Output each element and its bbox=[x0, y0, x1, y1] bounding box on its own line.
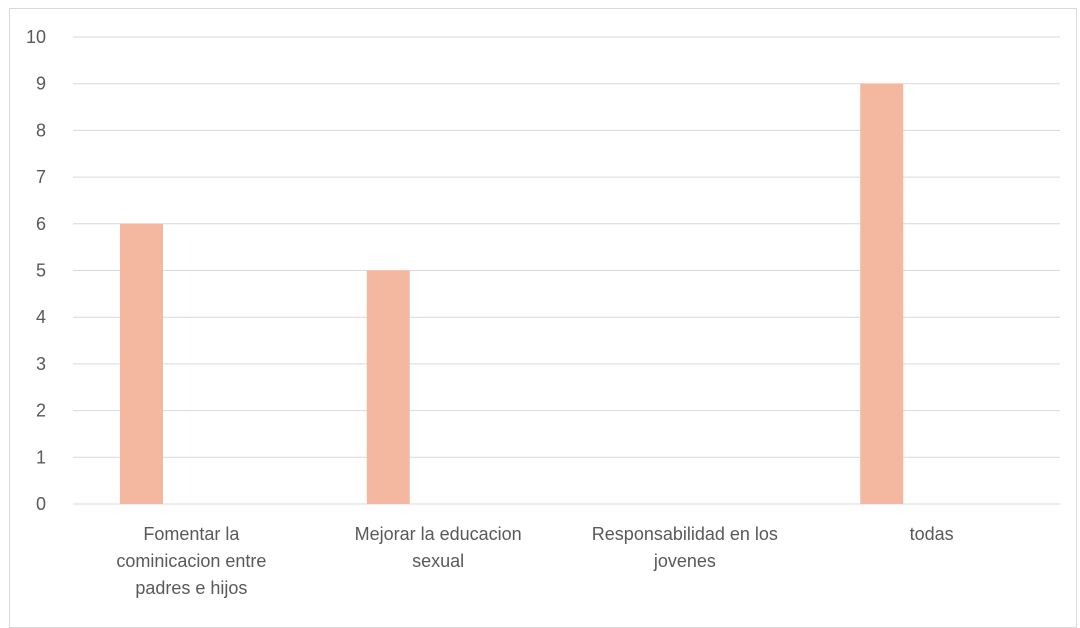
y-tick-label: 0 bbox=[36, 494, 46, 514]
x-category-label: Responsabilidad en los jovenes bbox=[592, 524, 778, 571]
x-category-label-line: cominicacion entre bbox=[116, 551, 266, 571]
y-tick-label: 9 bbox=[36, 74, 46, 94]
x-category-label-line: todas bbox=[910, 524, 954, 544]
x-category-label-line: jovenes bbox=[653, 551, 716, 571]
x-category-label: Mejorar la educacion sexual bbox=[355, 524, 522, 571]
x-category-label: todas bbox=[910, 524, 954, 544]
x-category-label-line: Responsabilidad en los bbox=[592, 524, 778, 544]
x-category-label-line: Fomentar la bbox=[143, 524, 240, 544]
x-category-label: Fomentar la cominicacion entre padres e hi… bbox=[116, 524, 266, 598]
y-tick-label: 10 bbox=[26, 27, 46, 47]
y-tick-label: 4 bbox=[36, 307, 46, 327]
y-tick-label: 7 bbox=[36, 167, 46, 187]
x-axis-category-labels: Fomentar la cominicacion entre padres e hi… bbox=[116, 524, 953, 598]
x-category-label-line: Mejorar la educacion bbox=[355, 524, 522, 544]
bar-1 bbox=[120, 223, 163, 505]
y-tick-label: 6 bbox=[36, 214, 46, 234]
bar-4 bbox=[860, 83, 904, 504]
y-tick-label: 1 bbox=[36, 447, 46, 467]
gridlines bbox=[73, 36, 1060, 505]
y-tick-label: 2 bbox=[36, 401, 46, 421]
y-tick-label: 5 bbox=[36, 261, 46, 281]
bar-2 bbox=[366, 270, 410, 504]
y-tick-label: 8 bbox=[36, 120, 46, 140]
y-tick-label: 3 bbox=[36, 354, 46, 374]
y-axis-tick-labels: 0 1 2 3 4 5 6 7 8 9 10 bbox=[26, 27, 46, 514]
x-category-label-line: sexual bbox=[412, 551, 464, 571]
x-category-label-line: padres e hijos bbox=[135, 578, 247, 598]
bars bbox=[120, 83, 904, 505]
